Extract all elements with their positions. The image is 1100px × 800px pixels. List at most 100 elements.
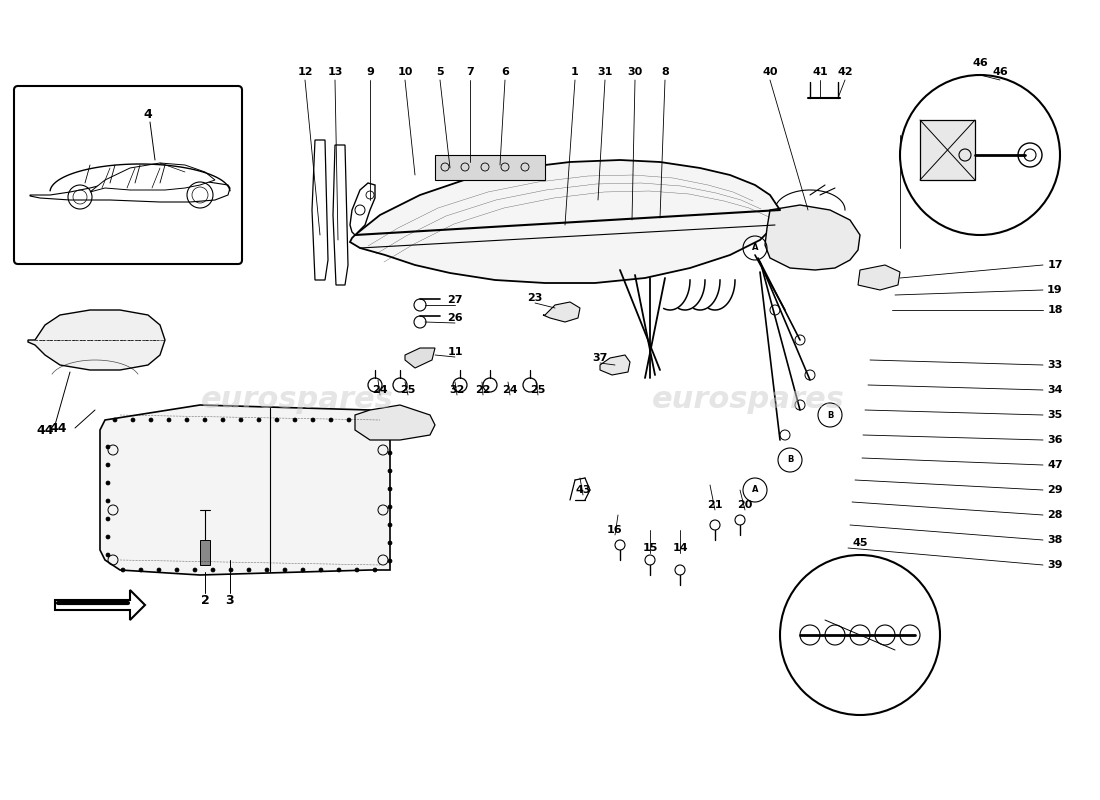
- Text: 25: 25: [400, 385, 416, 395]
- Text: 47: 47: [1047, 460, 1063, 470]
- Text: 15: 15: [642, 543, 658, 553]
- Text: B: B: [786, 455, 793, 465]
- Text: 5: 5: [437, 67, 443, 77]
- Text: 30: 30: [627, 67, 642, 77]
- Circle shape: [365, 418, 369, 422]
- Circle shape: [106, 463, 110, 467]
- Circle shape: [283, 568, 287, 572]
- Text: 9: 9: [366, 67, 374, 77]
- Polygon shape: [355, 405, 434, 440]
- Circle shape: [275, 418, 279, 422]
- Text: 33: 33: [1047, 360, 1063, 370]
- Text: 27: 27: [448, 295, 463, 305]
- Bar: [920, 120, 975, 180]
- Polygon shape: [55, 590, 145, 620]
- Circle shape: [106, 445, 110, 449]
- Circle shape: [388, 505, 392, 509]
- Text: 8: 8: [661, 67, 669, 77]
- Circle shape: [311, 418, 315, 422]
- Circle shape: [388, 469, 392, 473]
- Text: 11: 11: [448, 347, 463, 357]
- Text: 29: 29: [1047, 485, 1063, 495]
- Polygon shape: [600, 355, 630, 375]
- Circle shape: [388, 523, 392, 527]
- Circle shape: [337, 568, 341, 572]
- Text: 24: 24: [372, 385, 388, 395]
- Text: 21: 21: [707, 500, 723, 510]
- Circle shape: [248, 568, 251, 572]
- Circle shape: [106, 481, 110, 485]
- Circle shape: [388, 541, 392, 545]
- Circle shape: [211, 568, 215, 572]
- Text: 16: 16: [607, 525, 623, 535]
- Polygon shape: [764, 205, 860, 270]
- Text: 46: 46: [992, 67, 1008, 77]
- Text: 13: 13: [328, 67, 343, 77]
- Circle shape: [175, 568, 179, 572]
- Polygon shape: [100, 405, 390, 575]
- Polygon shape: [28, 310, 165, 370]
- Text: 6: 6: [502, 67, 509, 77]
- Text: 41: 41: [812, 67, 828, 77]
- Polygon shape: [543, 302, 580, 322]
- Text: eurospares: eurospares: [200, 386, 394, 414]
- Text: 23: 23: [527, 293, 542, 303]
- Circle shape: [185, 418, 189, 422]
- Circle shape: [319, 568, 323, 572]
- Polygon shape: [312, 140, 328, 280]
- Circle shape: [301, 568, 305, 572]
- Circle shape: [388, 451, 392, 455]
- Circle shape: [113, 418, 117, 422]
- Circle shape: [329, 418, 333, 422]
- Text: eurospares: eurospares: [651, 386, 845, 414]
- Text: A: A: [751, 486, 758, 494]
- Text: 45: 45: [852, 538, 868, 548]
- Text: B: B: [827, 410, 833, 419]
- Circle shape: [131, 418, 135, 422]
- Text: 17: 17: [1047, 260, 1063, 270]
- Text: 25: 25: [530, 385, 546, 395]
- Circle shape: [265, 568, 269, 572]
- Circle shape: [106, 499, 110, 503]
- Text: 40: 40: [762, 67, 778, 77]
- FancyBboxPatch shape: [14, 86, 242, 264]
- Text: 4: 4: [144, 109, 153, 122]
- Text: 42: 42: [837, 67, 852, 77]
- Circle shape: [148, 418, 153, 422]
- Circle shape: [204, 418, 207, 422]
- Polygon shape: [350, 160, 780, 283]
- Text: 46: 46: [972, 58, 988, 68]
- Text: 20: 20: [737, 500, 752, 510]
- Text: 44: 44: [50, 422, 67, 434]
- Circle shape: [221, 418, 226, 422]
- Polygon shape: [90, 163, 214, 192]
- Circle shape: [257, 418, 261, 422]
- Circle shape: [106, 553, 110, 557]
- Polygon shape: [30, 178, 230, 202]
- Circle shape: [355, 568, 359, 572]
- Bar: [434, 155, 544, 180]
- Text: 14: 14: [672, 543, 688, 553]
- Text: 24: 24: [503, 385, 518, 395]
- Text: 2: 2: [200, 594, 209, 606]
- Polygon shape: [858, 265, 900, 290]
- Text: 37: 37: [592, 353, 607, 363]
- Polygon shape: [200, 540, 210, 565]
- Text: 36: 36: [1047, 435, 1063, 445]
- Circle shape: [157, 568, 161, 572]
- Circle shape: [239, 418, 243, 422]
- Circle shape: [106, 535, 110, 539]
- Circle shape: [167, 418, 170, 422]
- Text: 44: 44: [36, 423, 54, 437]
- Circle shape: [121, 568, 125, 572]
- Text: 28: 28: [1047, 510, 1063, 520]
- Circle shape: [388, 487, 392, 491]
- Text: 34: 34: [1047, 385, 1063, 395]
- Text: 43: 43: [575, 485, 591, 495]
- Circle shape: [373, 568, 377, 572]
- Text: 38: 38: [1047, 535, 1063, 545]
- Circle shape: [388, 433, 392, 437]
- Text: 10: 10: [397, 67, 412, 77]
- Circle shape: [346, 418, 351, 422]
- Circle shape: [388, 559, 392, 563]
